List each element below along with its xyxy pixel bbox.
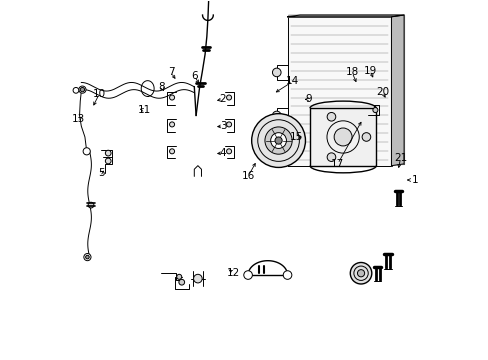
Text: 10: 10 xyxy=(93,89,105,99)
Text: 3: 3 xyxy=(219,121,226,131)
Circle shape xyxy=(226,149,231,154)
Circle shape xyxy=(264,127,292,154)
Circle shape xyxy=(272,68,281,77)
Circle shape xyxy=(79,86,86,93)
Text: 7: 7 xyxy=(167,67,174,77)
Circle shape xyxy=(176,274,182,279)
Text: 19: 19 xyxy=(363,66,376,76)
Circle shape xyxy=(372,108,377,113)
Text: 13: 13 xyxy=(72,114,85,124)
Text: 1: 1 xyxy=(411,175,417,185)
Circle shape xyxy=(88,202,94,208)
Text: 9: 9 xyxy=(305,94,312,104)
Bar xyxy=(309,108,376,166)
Text: 2: 2 xyxy=(219,94,226,104)
Circle shape xyxy=(83,253,91,261)
Circle shape xyxy=(326,112,335,121)
Circle shape xyxy=(105,158,111,164)
Circle shape xyxy=(244,271,252,279)
Text: 18: 18 xyxy=(345,67,358,77)
Circle shape xyxy=(169,149,174,154)
Circle shape xyxy=(105,150,111,156)
Text: 6: 6 xyxy=(191,71,197,81)
Text: 8: 8 xyxy=(159,82,165,92)
Circle shape xyxy=(272,111,281,120)
Text: 15: 15 xyxy=(289,132,303,142)
Circle shape xyxy=(251,114,305,167)
Circle shape xyxy=(362,133,370,141)
Polygon shape xyxy=(287,17,391,166)
Text: 16: 16 xyxy=(241,171,254,181)
Circle shape xyxy=(193,274,202,283)
Circle shape xyxy=(169,122,174,127)
Text: 5: 5 xyxy=(98,168,104,178)
Polygon shape xyxy=(391,15,403,166)
Text: 4: 4 xyxy=(219,148,226,158)
Text: 14: 14 xyxy=(285,76,299,86)
Polygon shape xyxy=(300,15,403,164)
Circle shape xyxy=(80,87,84,92)
Circle shape xyxy=(169,95,174,100)
Circle shape xyxy=(333,128,351,146)
Text: 12: 12 xyxy=(226,268,240,278)
Circle shape xyxy=(83,148,90,155)
Circle shape xyxy=(226,122,231,127)
Circle shape xyxy=(357,270,364,277)
Circle shape xyxy=(85,255,89,259)
Circle shape xyxy=(179,279,184,285)
Circle shape xyxy=(326,153,335,161)
Circle shape xyxy=(270,133,286,148)
Text: 11: 11 xyxy=(137,105,150,115)
Circle shape xyxy=(73,87,79,93)
Polygon shape xyxy=(287,15,403,17)
Text: 17: 17 xyxy=(330,159,344,169)
Circle shape xyxy=(349,262,371,284)
Circle shape xyxy=(283,271,291,279)
Text: 21: 21 xyxy=(393,153,407,163)
Text: 20: 20 xyxy=(375,87,388,97)
Circle shape xyxy=(226,95,231,100)
Circle shape xyxy=(274,137,282,144)
